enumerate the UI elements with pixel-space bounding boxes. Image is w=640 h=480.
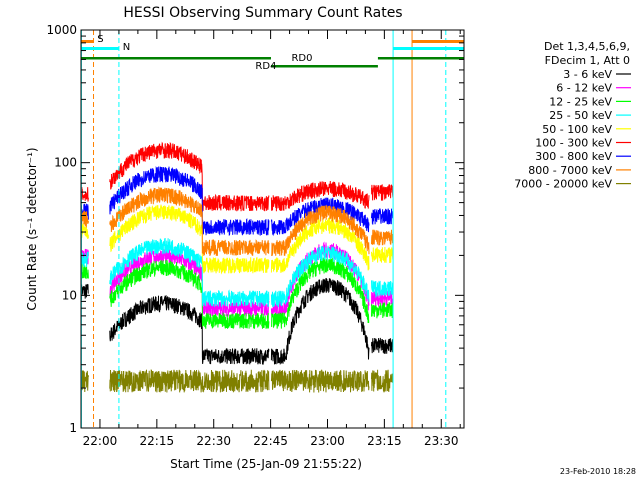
y-tick-label-0: 1 xyxy=(69,421,77,435)
legend-label-5: 100 - 300 keV xyxy=(535,137,612,150)
legend-label-2: 12 - 25 keV xyxy=(549,95,612,108)
footer-date: 23-Feb-2010 18:28 xyxy=(560,467,636,476)
legend-label-8: 7000 - 20000 keV xyxy=(514,178,612,191)
legend-label-0: 3 - 6 keV xyxy=(563,68,612,81)
x-tick-label-0: 22:00 xyxy=(83,434,118,448)
legend-header-line-2: FDecim 1, Att 0 xyxy=(545,54,630,67)
rd4-bar xyxy=(270,65,378,68)
chart-title: HESSI Observing Summary Count Rates xyxy=(123,5,402,21)
y-tick-label-1: 10 xyxy=(62,288,77,302)
rd0-bar-a xyxy=(81,57,271,60)
x-tick-label-4: 23:00 xyxy=(310,434,345,448)
series-line-2 xyxy=(81,257,394,330)
saa-bar xyxy=(81,40,94,43)
legend-label-4: 50 - 100 keV xyxy=(542,123,612,136)
night-bar-end xyxy=(393,47,464,50)
series-line-8 xyxy=(81,369,394,393)
plot-area: S N RD0 RD4 xyxy=(80,29,465,429)
saa-bar-end xyxy=(412,40,464,43)
legend-label-1: 6 - 12 keV xyxy=(556,82,612,95)
x-tick-label-5: 23:15 xyxy=(367,434,402,448)
x-tick-label-1: 22:15 xyxy=(140,434,175,448)
series-line-5 xyxy=(81,141,394,212)
annotation-rd4: RD4 xyxy=(255,61,276,72)
plot-frame xyxy=(80,29,465,429)
rd0-bar-b xyxy=(377,57,464,60)
legend: Det 1,3,4,5,6,9, FDecim 1, Att 0 3 - 6 k… xyxy=(514,40,631,191)
series-line-4 xyxy=(81,204,394,275)
x-tick-label-2: 22:30 xyxy=(196,434,231,448)
x-tick-label-6: 23:30 xyxy=(424,434,459,448)
y-axis-label: Count Rate (s⁻¹ detector⁻¹) xyxy=(25,147,39,310)
night-bar xyxy=(81,47,119,50)
annotation-n: N xyxy=(123,42,130,53)
legend-label-7: 800 - 7000 keV xyxy=(528,164,612,177)
y-tick-label-3: 1000 xyxy=(46,23,77,37)
legend-header-line-1: Det 1,3,4,5,6,9, xyxy=(544,40,630,53)
y-tick-label-2: 100 xyxy=(54,156,77,170)
legend-label-3: 25 - 50 keV xyxy=(549,109,612,122)
axes: 22:00 22:15 22:30 22:45 23:00 23:15 23:30 1 10 10… xyxy=(46,23,464,448)
series-line-7 xyxy=(81,186,394,257)
annotation-rd0: RD0 xyxy=(291,53,312,64)
legend-label-6: 300 - 800 keV xyxy=(535,150,612,163)
series-line-0 xyxy=(81,277,394,366)
series-line-3 xyxy=(81,237,394,308)
annotation-s: S xyxy=(97,34,103,45)
x-axis-label: Start Time (25-Jan-09 21:55:22) xyxy=(170,457,362,471)
x-tick-label-3: 22:45 xyxy=(253,434,288,448)
